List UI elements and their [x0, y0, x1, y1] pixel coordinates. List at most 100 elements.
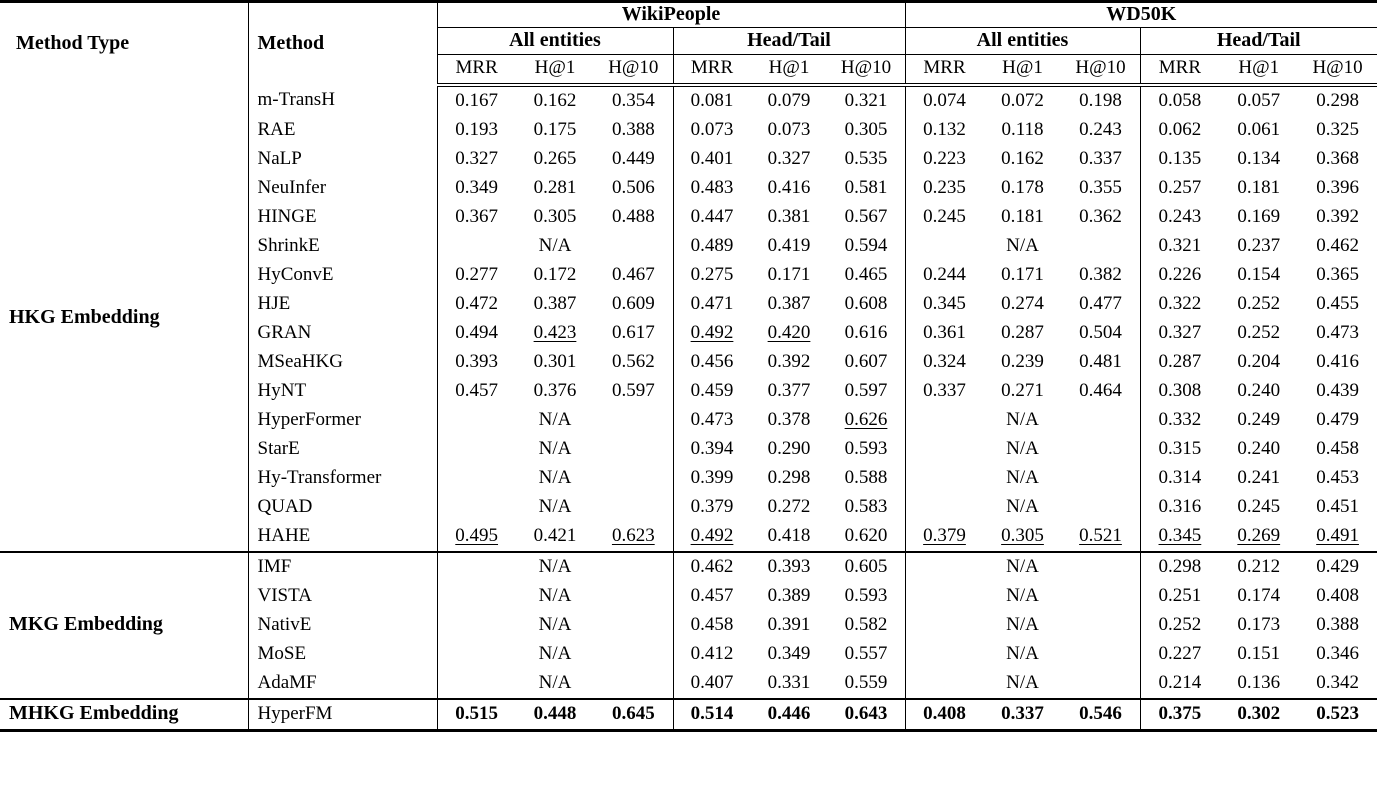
metric-value: 0.073 — [690, 118, 734, 140]
metric-value: 0.379 — [690, 495, 734, 517]
metric-value: 0.446 — [767, 702, 811, 724]
metric-value: 0.457 — [690, 584, 734, 606]
metric-value: 0.072 — [1001, 89, 1044, 111]
metric-value: 0.181 — [1237, 176, 1281, 198]
metric-value: 0.456 — [690, 350, 734, 372]
metric-value: 0.429 — [1316, 555, 1359, 577]
metric-value: 0.394 — [690, 437, 734, 459]
metric-value: 0.251 — [1158, 584, 1202, 606]
metric-value: 0.136 — [1237, 671, 1281, 693]
metric-value: 0.581 — [844, 176, 888, 198]
table-row: NeuInfer 0.349 0.281 0.506 0.483 0.416 0.581 0.… — [0, 173, 1377, 203]
method-type-cell: MKG Embedding — [0, 551, 249, 699]
metric-value: 0.458 — [690, 613, 734, 635]
method-type-cell: MHKG Embedding — [0, 698, 249, 732]
metric-group-cell: 0.349 0.281 0.506 — [437, 173, 674, 203]
metric-group-cell: 0.407 0.331 0.559 — [673, 668, 906, 699]
metric-value: 0.391 — [767, 613, 811, 635]
metric-group-cell: 0.277 0.172 0.467 — [437, 260, 674, 290]
metric-value: 0.420 — [767, 321, 811, 343]
metric-value: 0.058 — [1158, 89, 1202, 111]
metric-header-h10: H@10 — [840, 57, 892, 79]
na-cell: N/A — [905, 434, 1141, 464]
metric-value: 0.407 — [690, 671, 734, 693]
metric-value: 0.079 — [767, 89, 811, 111]
metric-value: 0.337 — [1001, 702, 1044, 724]
metric-header-mrr: MRR — [923, 57, 966, 79]
metric-value: 0.491 — [1316, 524, 1359, 546]
metric-group-cell: 0.515 0.448 0.645 — [437, 698, 674, 732]
metric-value: 0.408 — [1316, 584, 1359, 606]
metric-value: 0.376 — [533, 379, 577, 401]
metric-header-h1: H@1 — [768, 57, 810, 79]
metric-value: 0.473 — [1316, 321, 1359, 343]
metric-value: 0.272 — [767, 495, 811, 517]
metric-group-cell: 0.321 0.237 0.462 — [1140, 232, 1377, 261]
metric-value: 0.607 — [844, 350, 888, 372]
metric-value: 0.471 — [690, 292, 734, 314]
metric-value: 0.162 — [1001, 147, 1044, 169]
metric-group-cell: 0.457 0.376 0.597 — [437, 376, 674, 406]
metric-value: 0.322 — [1158, 292, 1202, 314]
na-cell: N/A — [905, 668, 1141, 699]
header-row-metrics: MRR H@1 H@10 MRR H@1 H@10 MRR H@1 — [0, 54, 1377, 87]
metric-group-cell: 0.315 0.240 0.458 — [1140, 435, 1377, 464]
metric-header-h10: H@10 — [1312, 57, 1363, 79]
metric-value: 0.171 — [767, 263, 811, 285]
metric-value: 0.401 — [690, 147, 734, 169]
metric-value: 0.609 — [611, 292, 655, 314]
metric-group-cell: 0.081 0.079 0.321 — [673, 84, 906, 116]
table-row: HAHE 0.495 0.421 0.623 0.492 0.418 0.620 0.379 0… — [0, 521, 1377, 552]
metric-value: 0.305 — [533, 205, 577, 227]
metric-value: 0.327 — [1158, 321, 1202, 343]
metric-value: 0.559 — [844, 671, 888, 693]
metric-group-cell: 0.412 0.349 0.557 — [673, 639, 906, 669]
method-cell: HyConvE — [248, 260, 438, 290]
metric-value: 0.162 — [533, 89, 577, 111]
metric-group-cell: 0.324 0.239 0.481 — [905, 347, 1141, 377]
method-cell: HyperFM — [248, 698, 438, 732]
metric-value: 0.393 — [767, 555, 811, 577]
metric-value: 0.172 — [533, 263, 577, 285]
metric-group-cell: 0.223 0.162 0.337 — [905, 144, 1141, 174]
metric-value: 0.479 — [1316, 408, 1359, 430]
method-cell: MoSE — [248, 639, 438, 669]
metric-group-cell: 0.393 0.301 0.562 — [437, 347, 674, 377]
metric-group-cell: 0.459 0.377 0.597 — [673, 376, 906, 406]
na-cell: N/A — [905, 405, 1141, 435]
metric-value: 0.583 — [844, 495, 888, 517]
metric-value: 0.605 — [844, 555, 888, 577]
table-row: HINGE 0.367 0.305 0.488 0.447 0.381 0.567 0.245… — [0, 202, 1377, 232]
metric-value: 0.244 — [923, 263, 966, 285]
metric-group-cell: 0.275 0.171 0.465 — [673, 260, 906, 290]
na-cell: N/A — [437, 581, 674, 611]
metric-group-cell: 0.244 0.171 0.382 — [905, 260, 1141, 290]
metric-value: 0.252 — [1237, 321, 1281, 343]
metric-value: 0.240 — [1237, 437, 1281, 459]
metric-group-cell: 0.252 0.173 0.388 — [1140, 611, 1377, 640]
metric-value: 0.327 — [455, 147, 499, 169]
metric-header-mrr: MRR — [1158, 57, 1202, 79]
metric-group-cell: 0.337 0.271 0.464 — [905, 376, 1141, 406]
col-header-wd-head-tail: Head/Tail — [1140, 27, 1377, 55]
metric-group-cell: 0.408 0.337 0.546 — [905, 698, 1141, 732]
metric-value: 0.588 — [844, 466, 888, 488]
metric-group-cell: 0.298 0.212 0.429 — [1140, 552, 1377, 582]
metric-value: 0.367 — [455, 205, 499, 227]
method-cell: ShrinkE — [248, 231, 438, 261]
metric-group-cell: 0.462 0.393 0.605 — [673, 551, 906, 582]
col-header-wd-all-entities: All entities — [905, 27, 1141, 55]
method-cell: HINGE — [248, 202, 438, 232]
metric-header-h1: H@1 — [534, 57, 576, 79]
metric-header-h1: H@1 — [1002, 57, 1043, 79]
method-cell: AdaMF — [248, 668, 438, 699]
metric-group-cell: 0.193 0.175 0.388 — [437, 115, 674, 145]
metric-value: 0.235 — [923, 176, 966, 198]
metric-value: 0.265 — [533, 147, 577, 169]
metric-value: 0.593 — [844, 437, 888, 459]
metric-value: 0.392 — [767, 350, 811, 372]
na-cell: N/A — [437, 610, 674, 640]
metric-value: 0.365 — [1316, 263, 1359, 285]
metric-value: 0.557 — [844, 642, 888, 664]
metric-value: 0.416 — [767, 176, 811, 198]
